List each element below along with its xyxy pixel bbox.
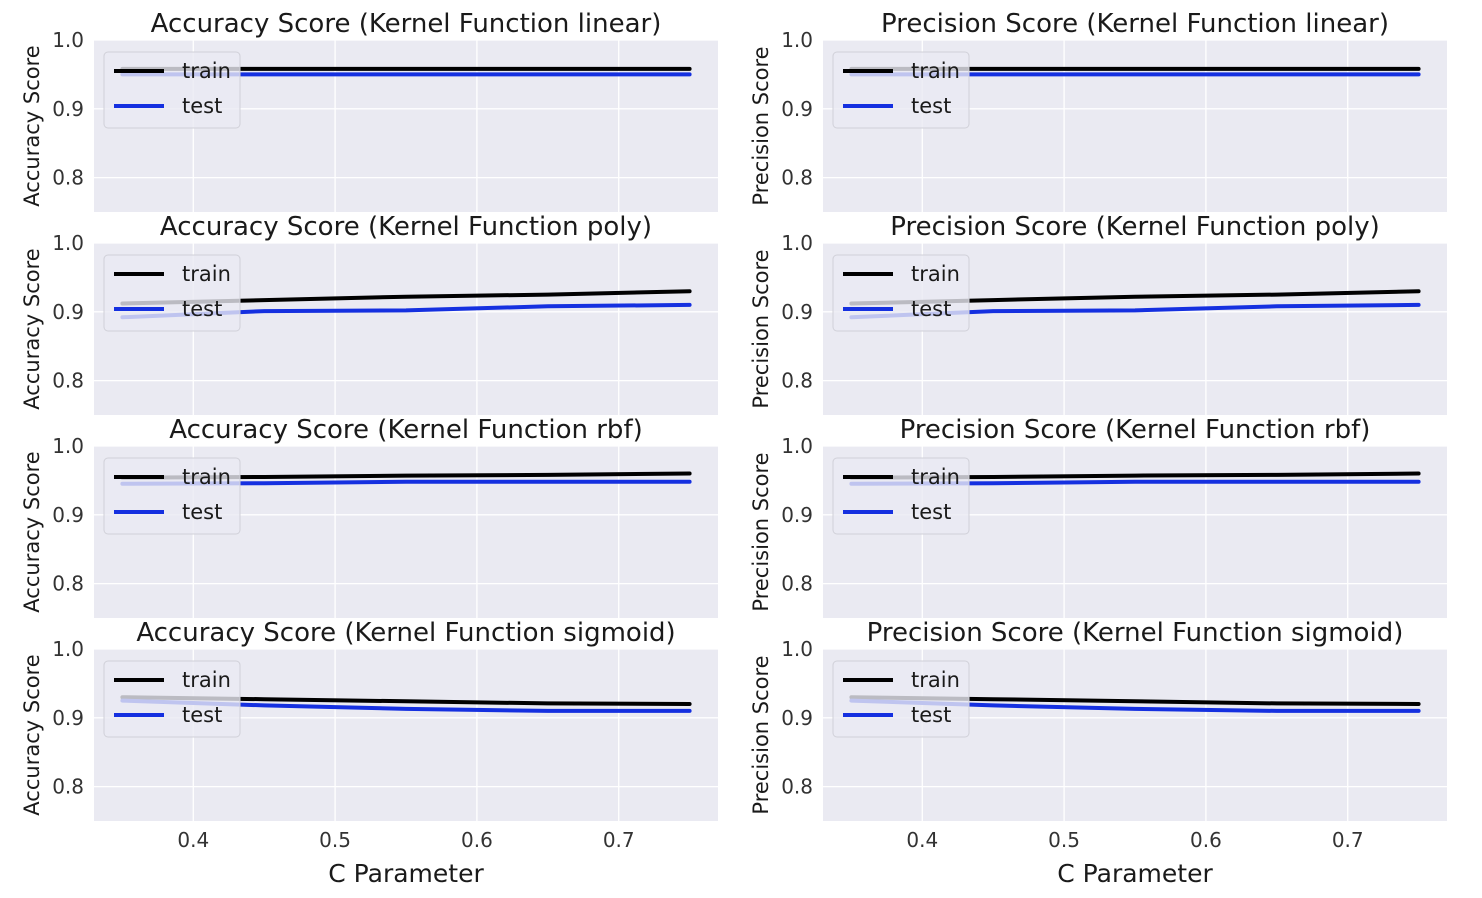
- y-tick-label: 1.0: [781, 28, 813, 52]
- legend-label-test: test: [911, 297, 951, 321]
- legend: train test: [832, 51, 970, 129]
- y-tick-label: 1.0: [52, 28, 84, 52]
- y-tick-label: 0.9: [52, 706, 84, 730]
- y-tick-label: 1.0: [781, 231, 813, 255]
- subplot-title: Precision Score (Kernel Function linear): [881, 9, 1389, 39]
- legend: train test: [103, 660, 241, 738]
- x-tick-label: 0.5: [319, 828, 351, 852]
- legend-label-train: train: [182, 59, 231, 83]
- x-tick-label: 0.6: [1190, 828, 1222, 852]
- x-tick-label: 0.6: [461, 828, 493, 852]
- subplot-5: 0.8 0.9 1.0 Accuracy Score (Kernel Function…: [20, 415, 718, 618]
- y-axis-label: Accuracy Score: [20, 654, 44, 815]
- subplot-3: 0.8 0.9 1.0 Accuracy Score (Kernel Function…: [20, 212, 718, 415]
- y-tick-label: 0.8: [52, 166, 84, 190]
- y-tick-label: 0.8: [781, 166, 813, 190]
- legend-label-test: test: [182, 94, 222, 118]
- y-tick-label: 0.8: [781, 369, 813, 393]
- legend-label-test: test: [911, 703, 951, 727]
- y-axis-label: Accuracy Score: [20, 248, 44, 409]
- subplot-4: 0.8 0.9 1.0 Precision Score (Kernel Functio…: [749, 212, 1447, 415]
- y-tick-label: 1.0: [52, 637, 84, 661]
- legend-label-test: test: [182, 500, 222, 524]
- x-axis-label: C Parameter: [1057, 859, 1213, 888]
- y-tick-label: 0.9: [781, 503, 813, 527]
- legend: train test: [832, 254, 970, 332]
- y-tick-label: 0.8: [781, 775, 813, 799]
- x-axis-label: C Parameter: [328, 859, 484, 888]
- legend-label-train: train: [182, 465, 231, 489]
- legend-label-test: test: [911, 94, 951, 118]
- subplot-title: Accuracy Score (Kernel Function rbf): [169, 415, 642, 445]
- x-tick-label: 0.5: [1048, 828, 1080, 852]
- subplot-7: 0.8 0.9 1.0 0.4 0.5 0.6 0.7 Accuracy Score (Ker…: [20, 618, 718, 888]
- y-tick-label: 0.8: [781, 572, 813, 596]
- y-tick-label: 1.0: [52, 231, 84, 255]
- legend-label-test: test: [182, 703, 222, 727]
- subplot-8: 0.8 0.9 1.0 0.4 0.5 0.6 0.7 Precision Score (Ke…: [749, 618, 1447, 888]
- y-tick-label: 1.0: [781, 637, 813, 661]
- legend-label-test: test: [911, 500, 951, 524]
- x-tick-label: 0.7: [603, 828, 635, 852]
- subplot-6: 0.8 0.9 1.0 Precision Score (Kernel Functio…: [749, 415, 1447, 618]
- y-tick-label: 1.0: [781, 434, 813, 458]
- y-axis-label: Precision Score: [749, 46, 773, 205]
- legend: train test: [832, 457, 970, 535]
- legend-label-train: train: [911, 465, 960, 489]
- x-tick-label: 0.4: [177, 828, 209, 852]
- y-tick-label: 0.9: [781, 97, 813, 121]
- y-axis-label: Precision Score: [749, 655, 773, 814]
- y-tick-label: 0.9: [52, 300, 84, 324]
- y-tick-label: 0.8: [52, 775, 84, 799]
- y-axis-label: Accuracy Score: [20, 45, 44, 206]
- x-tick-label: 0.4: [906, 828, 938, 852]
- x-tick-label: 0.7: [1332, 828, 1364, 852]
- legend-label-train: train: [911, 262, 960, 286]
- subplot-title: Precision Score (Kernel Function rbf): [900, 415, 1371, 445]
- subplot-title: Accuracy Score (Kernel Function linear): [151, 9, 662, 39]
- y-tick-label: 0.9: [52, 97, 84, 121]
- legend-label-test: test: [182, 297, 222, 321]
- y-tick-label: 0.9: [781, 300, 813, 324]
- y-tick-label: 0.9: [781, 706, 813, 730]
- legend: train test: [103, 254, 241, 332]
- legend: train test: [832, 660, 970, 738]
- y-axis-label: Accuracy Score: [20, 451, 44, 612]
- subplot-title: Accuracy Score (Kernel Function sigmoid): [136, 618, 675, 648]
- y-axis-label: Precision Score: [749, 452, 773, 611]
- legend: train test: [103, 51, 241, 129]
- legend-label-train: train: [911, 668, 960, 692]
- legend-label-train: train: [182, 262, 231, 286]
- legend: train test: [103, 457, 241, 535]
- legend-label-train: train: [911, 59, 960, 83]
- subplot-title: Precision Score (Kernel Function sigmoid…: [867, 618, 1404, 648]
- y-axis-label: Precision Score: [749, 249, 773, 408]
- y-tick-label: 0.8: [52, 369, 84, 393]
- y-tick-label: 1.0: [52, 434, 84, 458]
- y-tick-label: 0.9: [52, 503, 84, 527]
- subplot-title: Precision Score (Kernel Function poly): [890, 212, 1379, 242]
- subplot-1: 0.8 0.9 1.0 Accuracy Score (Kernel Function…: [20, 9, 718, 212]
- subplot-2: 0.8 0.9 1.0 Precision Score (Kernel Functio…: [749, 9, 1447, 212]
- y-tick-label: 0.8: [52, 572, 84, 596]
- legend-label-train: train: [182, 668, 231, 692]
- subplot-title: Accuracy Score (Kernel Function poly): [160, 212, 652, 242]
